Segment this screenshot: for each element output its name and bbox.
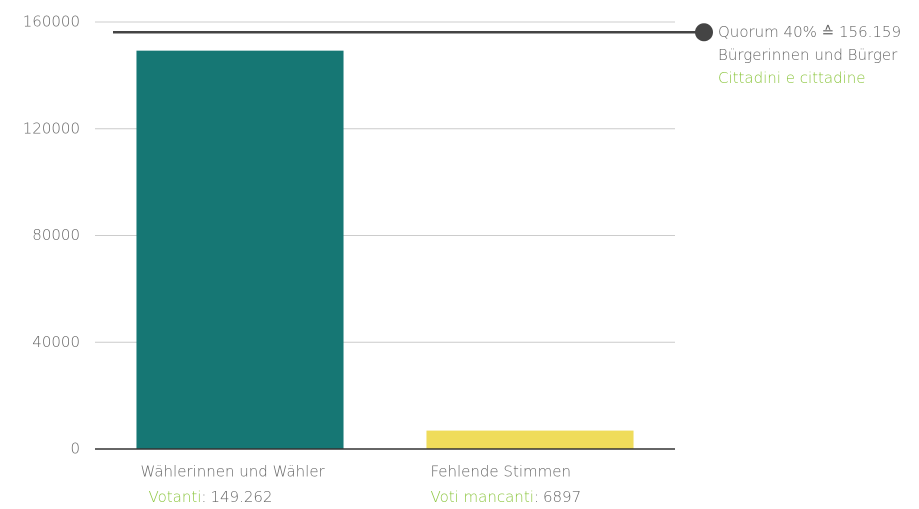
sublabel: Voti mancanti [430, 488, 533, 506]
x-tick-label: Fehlende Stimmen [430, 463, 570, 481]
y-tick-label: 0 [70, 440, 80, 458]
x-tick-label: Wählerinnen und Wähler [140, 463, 325, 481]
bar [136, 50, 344, 449]
quorum-line-text: Cittadini e cittadine [718, 69, 866, 87]
y-tick-label: 80000 [32, 226, 80, 244]
value-label: Voti mancanti: 6897 [430, 488, 581, 506]
quorum-label: Quorum 40% ≙ 156.159 [718, 23, 901, 41]
separator: : [534, 488, 539, 506]
y-tick-label: 120000 [23, 119, 80, 137]
bar [426, 430, 634, 449]
value-text: 149.262 [210, 488, 272, 506]
quorum-marker [695, 23, 713, 42]
value-text: 6897 [543, 488, 581, 506]
separator: : [201, 488, 206, 506]
y-tick-label: 160000 [23, 13, 80, 31]
quorum-line-text: Bürgerinnen und Bürger [718, 46, 898, 64]
sublabel: Votanti [148, 488, 201, 506]
y-tick-label: 40000 [32, 333, 80, 351]
value-label: Votanti: 149.262 [148, 488, 272, 506]
